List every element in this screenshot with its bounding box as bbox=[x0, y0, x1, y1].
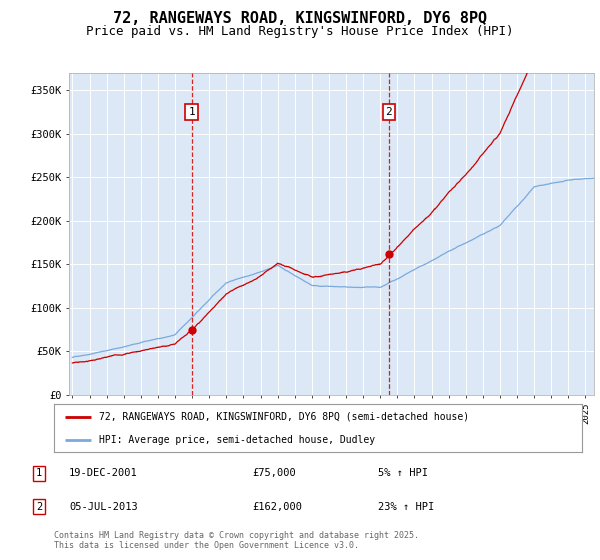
Text: 1: 1 bbox=[188, 107, 195, 117]
Text: 72, RANGEWAYS ROAD, KINGSWINFORD, DY6 8PQ: 72, RANGEWAYS ROAD, KINGSWINFORD, DY6 8P… bbox=[113, 11, 487, 26]
Text: Contains HM Land Registry data © Crown copyright and database right 2025.
This d: Contains HM Land Registry data © Crown c… bbox=[54, 531, 419, 550]
Text: 05-JUL-2013: 05-JUL-2013 bbox=[69, 502, 138, 512]
Text: 2: 2 bbox=[385, 107, 392, 117]
Text: 72, RANGEWAYS ROAD, KINGSWINFORD, DY6 8PQ (semi-detached house): 72, RANGEWAYS ROAD, KINGSWINFORD, DY6 8P… bbox=[99, 412, 469, 422]
Text: £75,000: £75,000 bbox=[252, 468, 296, 478]
Text: 1: 1 bbox=[36, 468, 42, 478]
Text: Price paid vs. HM Land Registry's House Price Index (HPI): Price paid vs. HM Land Registry's House … bbox=[86, 25, 514, 38]
Text: 2: 2 bbox=[36, 502, 42, 512]
Text: 19-DEC-2001: 19-DEC-2001 bbox=[69, 468, 138, 478]
Text: 23% ↑ HPI: 23% ↑ HPI bbox=[378, 502, 434, 512]
Text: 5% ↑ HPI: 5% ↑ HPI bbox=[378, 468, 428, 478]
Text: £162,000: £162,000 bbox=[252, 502, 302, 512]
Text: HPI: Average price, semi-detached house, Dudley: HPI: Average price, semi-detached house,… bbox=[99, 436, 375, 446]
